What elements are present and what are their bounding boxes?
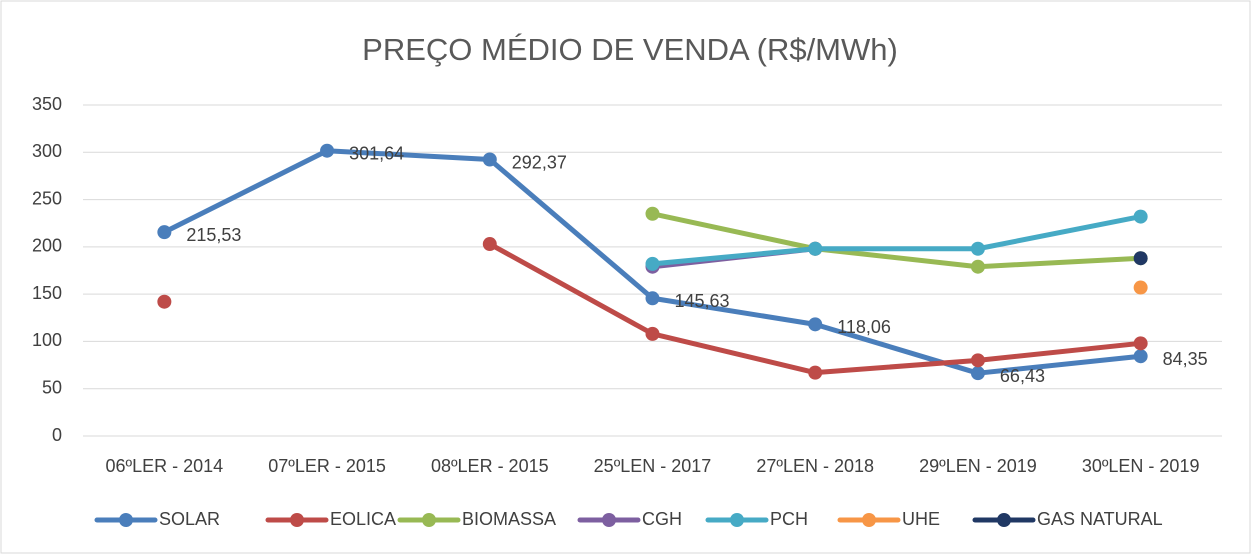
y-tick-label: 350 bbox=[32, 94, 62, 114]
series-line bbox=[650, 211, 1144, 270]
legend-label: SOLAR bbox=[159, 509, 220, 529]
x-tick-label: 06ºLER - 2014 bbox=[106, 456, 224, 476]
data-label: 301,64 bbox=[349, 143, 404, 163]
data-point bbox=[808, 317, 823, 332]
data-point bbox=[645, 256, 660, 271]
data-point bbox=[320, 143, 335, 158]
legend-marker bbox=[290, 513, 304, 527]
data-point bbox=[157, 294, 172, 309]
x-tick-label: 07ºLER - 2015 bbox=[268, 456, 386, 476]
data-label: 84,35 bbox=[1163, 349, 1208, 369]
y-tick-label: 200 bbox=[32, 236, 62, 256]
data-label: 145,63 bbox=[675, 291, 730, 311]
x-tick-label: 08ºLER - 2015 bbox=[431, 456, 549, 476]
data-label: 292,37 bbox=[512, 152, 567, 172]
series-line bbox=[650, 214, 1144, 267]
data-point bbox=[970, 259, 985, 274]
chart-title: PREÇO MÉDIO DE VENDA (R$/MWh) bbox=[362, 32, 898, 67]
legend-marker bbox=[862, 513, 876, 527]
data-point bbox=[482, 237, 497, 252]
data-point bbox=[970, 366, 985, 381]
data-point bbox=[808, 365, 823, 380]
data-label: 118,06 bbox=[837, 317, 891, 337]
y-tick-label: 0 bbox=[52, 425, 62, 445]
legend-label: BIOMASSA bbox=[462, 509, 556, 529]
legend-label: EOLICA bbox=[330, 509, 396, 529]
data-point bbox=[157, 225, 172, 240]
legend-label: GAS NATURAL bbox=[1037, 509, 1163, 529]
data-label: 66,43 bbox=[1000, 366, 1045, 386]
data-point bbox=[970, 353, 985, 368]
data-point bbox=[1133, 349, 1148, 364]
x-tick-label: 25ºLEN - 2017 bbox=[594, 456, 712, 476]
data-point bbox=[1133, 209, 1148, 224]
data-point bbox=[970, 241, 985, 256]
data-point bbox=[645, 206, 660, 221]
x-tick-label: 30ºLEN - 2019 bbox=[1082, 456, 1200, 476]
y-tick-label: 250 bbox=[32, 188, 62, 208]
legend-marker bbox=[422, 513, 436, 527]
legend-marker bbox=[997, 513, 1011, 527]
x-tick-label: 27ºLEN - 2018 bbox=[756, 456, 874, 476]
data-point bbox=[1133, 280, 1148, 295]
data-point bbox=[645, 291, 660, 306]
x-tick-label: 29ºLEN - 2019 bbox=[919, 456, 1037, 476]
legend-label: PCH bbox=[770, 509, 808, 529]
legend-label: CGH bbox=[642, 509, 682, 529]
y-tick-label: 50 bbox=[42, 377, 62, 397]
data-point bbox=[1133, 336, 1148, 351]
data-point bbox=[645, 326, 660, 341]
legend-marker bbox=[602, 513, 616, 527]
legend-marker bbox=[119, 513, 133, 527]
legend-marker bbox=[730, 513, 744, 527]
y-tick-label: 100 bbox=[32, 330, 62, 350]
y-tick-label: 150 bbox=[32, 283, 62, 303]
y-tick-label: 300 bbox=[32, 141, 62, 161]
data-label: 215,53 bbox=[186, 225, 241, 245]
legend-label: UHE bbox=[902, 509, 940, 529]
data-point bbox=[482, 152, 497, 167]
data-point bbox=[808, 241, 823, 256]
data-point bbox=[1133, 251, 1148, 266]
